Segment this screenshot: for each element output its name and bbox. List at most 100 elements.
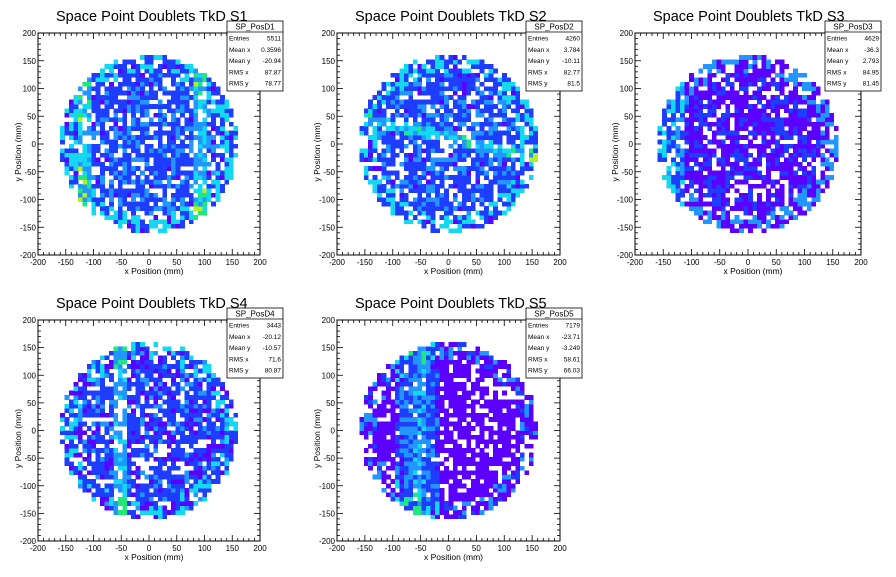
- y-tick-label: -200: [617, 251, 634, 260]
- heatmap-bin: [489, 197, 494, 202]
- heatmap-bin: [180, 131, 185, 136]
- heatmap-bin: [391, 404, 396, 409]
- heatmap-bin: [145, 202, 150, 207]
- heatmap-bin: [399, 135, 404, 140]
- heatmap-bin: [698, 171, 703, 176]
- heatmap-bin: [145, 492, 150, 497]
- heatmap-bin: [484, 135, 489, 140]
- heatmap-bin: [113, 122, 118, 127]
- heatmap-bin: [408, 475, 413, 480]
- heatmap-bin: [189, 113, 194, 118]
- heatmap-bin: [136, 448, 141, 453]
- heatmap-bin: [789, 166, 794, 171]
- heatmap-bin: [762, 82, 767, 87]
- heatmap-bin: [359, 126, 364, 131]
- heatmap-bin: [386, 484, 391, 489]
- heatmap-bin: [176, 426, 181, 431]
- heatmap-bin: [202, 404, 207, 409]
- heatmap-bin: [449, 60, 454, 65]
- heatmap-bin: [211, 470, 216, 475]
- heatmap-bin: [676, 166, 681, 171]
- heatmap-bin: [220, 435, 225, 440]
- heatmap-bin: [413, 166, 418, 171]
- heatmap-bin: [748, 184, 753, 189]
- heatmap-bin: [207, 400, 212, 405]
- heatmap-bin: [74, 431, 79, 436]
- heatmap-bin: [224, 426, 229, 431]
- heatmap-bin: [158, 408, 163, 413]
- heatmap-bin: [91, 492, 96, 497]
- heatmap-bin: [404, 444, 409, 449]
- heatmap-bin: [373, 131, 378, 136]
- heatmap-bin: [122, 417, 127, 422]
- heatmap-bin: [136, 342, 141, 347]
- heatmap-bin: [475, 64, 480, 69]
- heatmap-bin: [224, 175, 229, 180]
- heatmap-bin: [131, 373, 136, 378]
- heatmap-bin: [193, 501, 198, 506]
- heatmap-bin: [780, 166, 785, 171]
- heatmap-bin: [149, 479, 154, 484]
- x-tick-label: -100: [85, 258, 102, 267]
- heatmap-bin: [368, 113, 373, 118]
- heatmap-bin: [725, 180, 730, 185]
- heatmap-bin: [109, 69, 114, 74]
- heatmap-bin: [721, 144, 726, 149]
- heatmap-bin: [377, 135, 382, 140]
- heatmap-bin: [158, 457, 163, 462]
- heatmap-bin: [489, 215, 494, 220]
- heatmap-bin: [211, 86, 216, 91]
- heatmap-bin: [176, 439, 181, 444]
- heatmap-bin: [167, 408, 172, 413]
- heatmap-bin: [725, 60, 730, 65]
- heatmap-bin: [113, 117, 118, 122]
- heatmap-bin: [377, 188, 382, 193]
- heatmap-bin: [520, 180, 525, 185]
- heatmap-bin: [127, 422, 132, 427]
- heatmap-bin: [658, 126, 663, 131]
- heatmap-bin: [149, 453, 154, 458]
- heatmap-bin: [462, 144, 467, 149]
- heatmap-bin: [82, 422, 87, 427]
- y-tick-label: -200: [20, 251, 37, 260]
- heatmap-bin: [422, 122, 427, 127]
- heatmap-bin: [386, 162, 391, 167]
- heatmap-bin: [220, 453, 225, 458]
- x-axis-label: x Position (mm): [424, 266, 483, 276]
- heatmap-bin: [122, 219, 127, 224]
- heatmap-bin: [502, 100, 507, 105]
- heatmap-bin: [730, 100, 735, 105]
- heatmap-bin: [91, 100, 96, 105]
- heatmap-bin: [413, 355, 418, 360]
- heatmap-bin: [140, 369, 145, 374]
- y-tick-label: -100: [319, 196, 336, 205]
- heatmap-bin: [440, 206, 445, 211]
- heatmap-bin: [816, 122, 821, 127]
- stats-value: 0.3596: [261, 47, 281, 54]
- heatmap-bin: [466, 188, 471, 193]
- heatmap-bin: [757, 77, 762, 82]
- heatmap-bin: [127, 82, 132, 87]
- heatmap-bin: [162, 400, 167, 405]
- heatmap-bin: [193, 395, 198, 400]
- heatmap-bin: [60, 426, 65, 431]
- heatmap-bin: [145, 193, 150, 198]
- heatmap-bin: [224, 100, 229, 105]
- heatmap-bin: [502, 157, 507, 162]
- heatmap-bin: [373, 475, 378, 480]
- heatmap-bin: [377, 435, 382, 440]
- heatmap-bin: [162, 219, 167, 224]
- heatmap-bin: [413, 126, 418, 131]
- heatmap-bin: [153, 413, 158, 418]
- heatmap-bin: [96, 148, 101, 153]
- heatmap-bin: [153, 202, 158, 207]
- heatmap-bin: [698, 82, 703, 87]
- heatmap-bin: [118, 175, 123, 180]
- y-tick-label: 200: [23, 316, 37, 325]
- heatmap-bin: [462, 95, 467, 100]
- heatmap-bin: [739, 171, 744, 176]
- stats-value: 4260: [566, 36, 581, 43]
- heatmap-bin: [417, 426, 422, 431]
- heatmap-bin: [721, 215, 726, 220]
- heatmap-bin: [489, 86, 494, 91]
